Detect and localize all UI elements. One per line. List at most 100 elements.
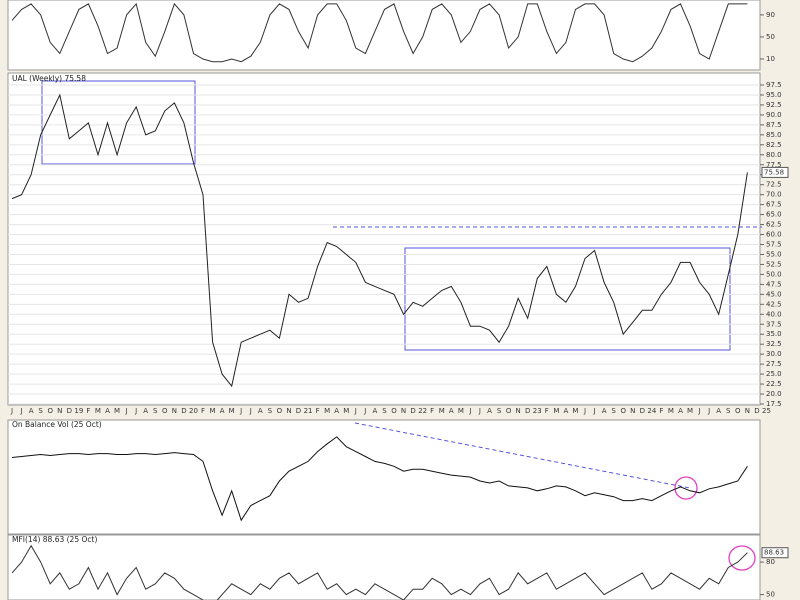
x-tick-label: M	[229, 407, 235, 415]
x-tick-label: M	[687, 407, 693, 415]
y-tick-label: 67.5	[766, 201, 782, 209]
y-tick-label: 42.5	[766, 300, 782, 308]
y-tick-label: 80	[766, 558, 775, 566]
x-tick-label: F	[201, 407, 205, 415]
y-tick-label: 95.0	[766, 91, 782, 99]
x-tick-label: D	[296, 407, 301, 415]
x-tick-label: N	[286, 407, 291, 415]
y-tick-label: 55.0	[766, 250, 782, 258]
panel-title: UAL (Weekly) 75.58	[12, 74, 86, 83]
y-tick-label: 72.5	[766, 181, 782, 189]
x-tick-label: J	[583, 407, 586, 415]
y-tick-label: 30.0	[766, 350, 782, 358]
x-tick-label: O	[162, 407, 168, 415]
y-tick-label: 22.5	[766, 380, 782, 388]
x-tick-label: N	[57, 407, 62, 415]
x-tick-label: D	[754, 407, 759, 415]
series-line	[11, 544, 748, 600]
y-tick-label: 35.0	[766, 330, 782, 338]
x-tick-label: F	[86, 407, 90, 415]
x-tick-label: J	[10, 407, 13, 415]
x-tick-label: A	[487, 407, 492, 415]
y-tick-label: 57.5	[766, 241, 782, 249]
x-tick-label: S	[382, 407, 387, 415]
x-tick-label: S	[153, 407, 158, 415]
x-tick-label: 24	[647, 407, 656, 415]
range-box	[404, 247, 731, 351]
series-line	[11, 436, 748, 522]
y-tick-label: 62.5	[766, 221, 782, 229]
x-tick-label: F	[659, 407, 663, 415]
x-tick-label: A	[602, 407, 607, 415]
x-tick-label: J	[593, 407, 596, 415]
x-tick-label: S	[611, 407, 616, 415]
x-tick-label: M	[210, 407, 216, 415]
y-tick-label: 50.0	[766, 270, 782, 278]
highlight-circle	[674, 476, 698, 500]
price-tag	[761, 547, 789, 559]
x-tick-label: N	[401, 407, 406, 415]
x-tick-label: A	[258, 407, 263, 415]
x-tick-label: 21	[304, 407, 313, 415]
x-tick-label: A	[29, 407, 34, 415]
x-tick-label: A	[716, 407, 721, 415]
range-box	[41, 80, 196, 165]
x-tick-label: M	[668, 407, 674, 415]
y-tick-label: 52.5	[766, 260, 782, 268]
y-tick-label: 85.0	[766, 131, 782, 139]
x-tick-label: S	[38, 407, 43, 415]
series-line	[11, 93, 748, 388]
x-tick-label: A	[449, 407, 454, 415]
x-tick-label: J	[239, 407, 242, 415]
y-tick-label: 65.0	[766, 211, 782, 219]
panel	[7, 534, 761, 600]
price-tag	[761, 166, 789, 178]
x-tick-label: M	[114, 407, 120, 415]
x-tick-label: J	[363, 407, 366, 415]
y-tick-label: 10	[766, 55, 775, 63]
x-tick-label: A	[373, 407, 378, 415]
x-tick-label: D	[640, 407, 645, 415]
x-tick-label: O	[620, 407, 626, 415]
y-tick-label: 77.5	[766, 161, 782, 169]
x-tick-label: A	[564, 407, 569, 415]
x-tick-label: D	[181, 407, 186, 415]
y-tick-label: 37.5	[766, 320, 782, 328]
x-tick-label: F	[316, 407, 320, 415]
y-tick-label: 17.5	[766, 400, 782, 408]
x-tick-label: N	[172, 407, 177, 415]
x-tick-label: J	[707, 407, 710, 415]
y-tick-label: 50	[766, 591, 775, 599]
x-tick-label: J	[698, 407, 701, 415]
x-tick-label: J	[249, 407, 252, 415]
x-tick-label: M	[458, 407, 464, 415]
y-tick-label: 25.0	[766, 370, 782, 378]
x-tick-label: N	[630, 407, 635, 415]
x-tick-label: F	[430, 407, 434, 415]
price-label: 75.58	[764, 168, 784, 176]
x-tick-label: J	[134, 407, 137, 415]
y-tick-label: 20.0	[766, 390, 782, 398]
x-tick-label: A	[334, 407, 339, 415]
x-tick-label: O	[735, 407, 741, 415]
x-tick-label: N	[516, 407, 521, 415]
x-tick-label: 23	[533, 407, 542, 415]
x-tick-label: J	[20, 407, 23, 415]
y-tick-label: 90	[766, 11, 775, 19]
x-tick-label: M	[439, 407, 445, 415]
panel	[7, 72, 761, 406]
y-tick-label: 92.5	[766, 101, 782, 109]
x-tick-label: 22	[418, 407, 427, 415]
y-tick-label: 47.5	[766, 280, 782, 288]
x-tick-label: M	[572, 407, 578, 415]
x-tick-label: M	[95, 407, 101, 415]
x-tick-label: O	[391, 407, 397, 415]
x-tick-label: S	[497, 407, 502, 415]
x-tick-label: A	[105, 407, 110, 415]
trend-line	[354, 422, 691, 489]
x-tick-label: M	[553, 407, 559, 415]
y-tick-label: 97.5	[766, 81, 782, 89]
y-tick-label: 27.5	[766, 360, 782, 368]
x-tick-label: A	[678, 407, 683, 415]
